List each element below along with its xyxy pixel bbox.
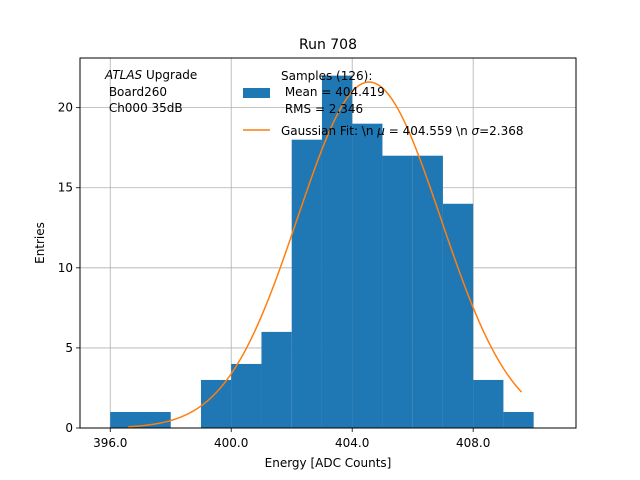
y-tick-label: 10 (58, 261, 73, 275)
legend-fit-label: Gaussian Fit: \n μ = 404.559 \n σ=2.368 (281, 124, 524, 138)
annotation-line-3: Ch000 35dB (105, 101, 183, 115)
histogram-bar (382, 155, 413, 428)
x-tick-label: 400.0 (214, 436, 248, 450)
annotation-line-2: Board260 (105, 85, 167, 99)
plot-frame (79, 57, 577, 429)
legend-fit-mu-value: = 404.559 \n (385, 124, 472, 138)
legend-samples-line-1: Samples (126): (281, 69, 372, 83)
y-axis-label: Entries (33, 222, 47, 264)
x-tick-label: 396.0 (93, 436, 127, 450)
histogram-bar (291, 139, 322, 429)
x-tick-label: 408.0 (456, 436, 490, 450)
histogram-bar (231, 363, 262, 428)
legend-samples-line-2: Mean = 404.419 (281, 85, 385, 99)
legend-samples-line-3: RMS = 2.346 (281, 102, 363, 116)
legend-fit-sigma: σ (472, 124, 480, 138)
x-axis-label: Energy [ADC Counts] (265, 456, 392, 470)
histogram-bar (352, 123, 383, 429)
legend-fit-mu: μ (376, 124, 385, 138)
histogram-bar (140, 411, 171, 428)
annotation-upgrade: Upgrade (142, 68, 197, 82)
y-tick-label: 15 (58, 181, 73, 195)
y-tick-label: 0 (65, 421, 73, 435)
histogram-bar (503, 411, 534, 428)
atlas-annotation: ATLAS Upgrade Board260 Ch000 35dB (104, 68, 197, 115)
annotation-line-1: ATLAS Upgrade (104, 68, 197, 82)
y-axis-ticks: 0 5 10 15 20 (58, 101, 80, 435)
histogram-bar (412, 155, 443, 428)
histogram-bar (261, 331, 292, 428)
legend-samples-patch (243, 88, 270, 98)
x-tick-label: 404.0 (335, 436, 369, 450)
histogram-bar (200, 379, 232, 428)
legend: Samples (126): Mean = 404.419 RMS = 2.34… (243, 69, 524, 138)
histogram-bar (473, 379, 504, 428)
annotation-atlas: ATLAS (104, 68, 143, 82)
histogram-bars (110, 75, 534, 429)
gaussian-fit-curve (128, 81, 523, 428)
y-tick-label: 20 (58, 101, 73, 115)
histogram-bar (321, 75, 353, 428)
y-tick-label: 5 (65, 341, 73, 355)
legend-fit-sigma-value: =2.368 (479, 124, 523, 138)
x-axis-ticks: 396.0 400.0 404.0 408.0 (93, 428, 490, 450)
legend-fit-prefix: Gaussian Fit: \n (281, 124, 377, 138)
chart-title: Run 708 (299, 37, 357, 53)
histogram-bar (110, 411, 141, 428)
